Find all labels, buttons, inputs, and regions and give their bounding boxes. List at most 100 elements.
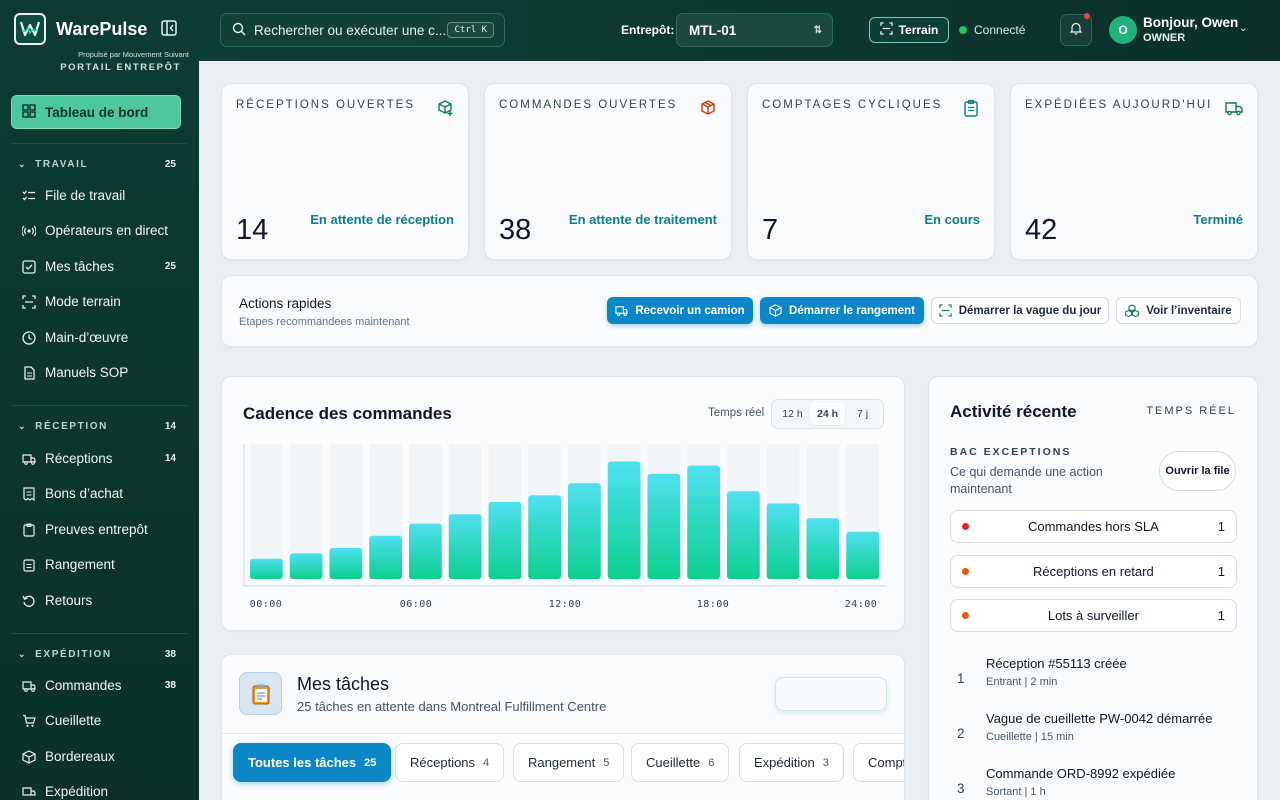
kpi-card-open-orders[interactable]: COMMANDES OUVERTES 38 En attente de trai… xyxy=(484,83,732,260)
sidebar-item-putaway[interactable]: Rangement xyxy=(22,557,176,572)
exception-orders-sla[interactable]: Commandes hors SLA 1 xyxy=(950,510,1237,543)
section-expedition[interactable]: ⌄ EXPÉDITION 38 xyxy=(18,649,176,660)
chart-bar[interactable] xyxy=(607,461,641,579)
sidebar-item-live-operators[interactable]: Opérateurs en direct xyxy=(22,223,176,238)
tab-putaway[interactable]: Rangement 5 xyxy=(513,743,625,782)
chart-bar[interactable] xyxy=(568,483,601,579)
recent-activity-card: Activité récente TEMPS RÉEL BAC EXCEPTIO… xyxy=(928,376,1258,800)
tab-shipping[interactable]: Expédition 3 xyxy=(739,743,844,782)
range-selector[interactable]: 12 h 24 h 7 j xyxy=(771,399,884,429)
section-travail[interactable]: ⌄ TRAVAIL 25 xyxy=(18,159,176,170)
chart-bar[interactable] xyxy=(409,523,442,579)
bar-track xyxy=(329,444,363,579)
start-putaway-button[interactable]: Démarrer le rangement xyxy=(760,297,924,324)
chart-bar[interactable] xyxy=(528,495,561,579)
activity-feed-item[interactable]: 3 Commande ORD-8992 expédiée Sortant | 1 … xyxy=(950,766,1237,798)
tab-counts[interactable]: Compt xyxy=(853,743,904,782)
chart-bar[interactable] xyxy=(488,502,522,579)
kpi-label: EXPÉDIÉES AUJOURD'HUI xyxy=(1025,99,1213,111)
package-icon xyxy=(769,304,782,317)
sidebar-item-orders[interactable]: Commandes 38 xyxy=(22,678,176,693)
chart-bar[interactable] xyxy=(647,473,681,579)
chart-bar[interactable] xyxy=(806,518,840,579)
range-option-7d[interactable]: 7 j xyxy=(856,408,869,420)
truck-icon xyxy=(1225,99,1243,117)
tab-count: 6 xyxy=(708,756,715,769)
chart-bar[interactable] xyxy=(369,535,402,579)
exception-late-receipts[interactable]: Réceptions en retard 1 xyxy=(950,555,1237,588)
chart-bar[interactable] xyxy=(727,491,760,579)
sidebar-item-warehouse-proofs[interactable]: Preuves entrepôt xyxy=(22,522,176,537)
sidebar-item-my-tasks[interactable]: Mes tâches 25 xyxy=(22,259,176,274)
sidebar-item-field-mode[interactable]: Mode terrain xyxy=(22,294,176,309)
tasks-action-button[interactable] xyxy=(775,677,887,711)
sidebar-collapse-icon[interactable] xyxy=(160,19,178,37)
sidebar-item-manifests[interactable]: Bordereaux xyxy=(22,749,176,764)
tab-count: 3 xyxy=(822,756,829,769)
kpi-note: Terminé xyxy=(1193,212,1243,227)
document-icon xyxy=(22,365,36,380)
notification-badge xyxy=(1084,13,1090,19)
receive-truck-button[interactable]: Recevoir un camion xyxy=(607,297,753,324)
kpi-card-shipped-today[interactable]: EXPÉDIÉES AUJOURD'HUI 42 Terminé xyxy=(1010,83,1258,260)
section-reception[interactable]: ⌄ RÉCEPTION 14 xyxy=(18,421,176,432)
sidebar-item-returns[interactable]: Retours xyxy=(22,593,176,608)
status-dot xyxy=(959,26,967,34)
open-queue-button[interactable]: Ouvrir la file xyxy=(1159,451,1236,491)
tab-label: Expédition xyxy=(754,755,815,770)
tab-receptions[interactable]: Réceptions 4 xyxy=(395,743,505,782)
divider xyxy=(11,633,187,634)
sidebar-item-picking[interactable]: Cueillette xyxy=(22,713,176,728)
dashboard-icon xyxy=(22,103,36,121)
chart-bar[interactable] xyxy=(846,531,879,579)
sidebar-item-dashboard[interactable]: Tableau de bord xyxy=(11,95,181,129)
feed-title: Réception #55113 créée xyxy=(986,656,1127,671)
notifications-button[interactable] xyxy=(1060,13,1092,46)
sidebar-item-work-queue[interactable]: File de travail xyxy=(22,188,176,203)
activity-feed-item[interactable]: 1 Réception #55113 créée Entrant | 2 min xyxy=(950,656,1237,688)
item-count: 25 xyxy=(164,261,176,272)
sidebar-item-sop-manuals[interactable]: Manuels SOP xyxy=(22,365,176,380)
chart-bar[interactable] xyxy=(448,514,482,579)
terrain-button[interactable]: Terrain xyxy=(869,17,949,43)
sidebar-item-labor[interactable]: Main-d’œuvre xyxy=(22,330,176,345)
sidebar-item-purchase-orders[interactable]: Bons d’achat xyxy=(22,486,176,501)
kpi-card-cycle-counts[interactable]: COMPTAGES CYCLIQUES 7 En cours xyxy=(747,83,995,260)
sidebar-item-shipping[interactable]: Expédition xyxy=(22,784,176,799)
quick-actions-title: Actions rapides xyxy=(239,296,332,311)
exception-lots-watch[interactable]: Lots à surveiller 1 xyxy=(950,599,1237,632)
tasks-subtitle: 25 tâches en attente dans Montreal Fulfi… xyxy=(297,699,606,714)
sidebar-item-receipts[interactable]: Réceptions 14 xyxy=(22,451,176,466)
chart-bar[interactable] xyxy=(329,547,363,579)
search-placeholder: Rechercher ou exécuter une c... xyxy=(254,22,447,38)
chart-bar[interactable] xyxy=(687,465,720,579)
chart-bar[interactable] xyxy=(766,503,800,579)
range-option-12h[interactable]: 12 h xyxy=(782,408,803,420)
activity-feed-item[interactable]: 2 Vague de cueillette PW-0042 démarrée Cu… xyxy=(950,711,1237,743)
search-input[interactable]: Rechercher ou exécuter une c... Ctrl K xyxy=(220,13,505,47)
chart-bar[interactable] xyxy=(289,553,323,579)
warehouse-select[interactable]: MTL-01 ⇅ xyxy=(676,13,833,47)
chart-bar[interactable] xyxy=(250,558,283,579)
truck-icon xyxy=(22,785,36,799)
chevron-down-icon[interactable]: ⌄ xyxy=(1239,23,1248,34)
activity-title: Activité récente xyxy=(950,402,1077,421)
kpi-card-open-receipts[interactable]: RÉCEPTIONS OUVERTES 14 En attente de réc… xyxy=(221,83,469,260)
exceptions-title: BAC EXCEPTIONS xyxy=(950,446,1072,458)
start-daily-wave-button[interactable]: Démarrer la vague du jour xyxy=(931,297,1109,324)
kpi-label: COMMANDES OUVERTES xyxy=(499,99,678,111)
view-inventory-button[interactable]: Voir l’inventaire xyxy=(1116,297,1241,324)
divider xyxy=(11,143,187,144)
kpi-value: 42 xyxy=(1025,214,1058,246)
feed-title: Vague de cueillette PW-0042 démarrée xyxy=(986,711,1213,726)
range-option-24h[interactable]: 24 h xyxy=(810,403,845,425)
tab-picking[interactable]: Cueillette 6 xyxy=(631,743,730,782)
bell-icon xyxy=(1069,21,1083,40)
user-menu[interactable]: Bonjour, Owen OWNER xyxy=(1143,15,1238,44)
brand[interactable]: WarePulse xyxy=(14,13,147,45)
kpi-value: 38 xyxy=(499,214,532,246)
tab-all-tasks[interactable]: Toutes les tâches 25 xyxy=(233,743,392,782)
sidebar-item-label: Preuves entrepôt xyxy=(45,522,148,537)
tasks-pending-count: 25 tâches en attente xyxy=(297,699,415,714)
avatar[interactable]: O xyxy=(1109,16,1137,44)
